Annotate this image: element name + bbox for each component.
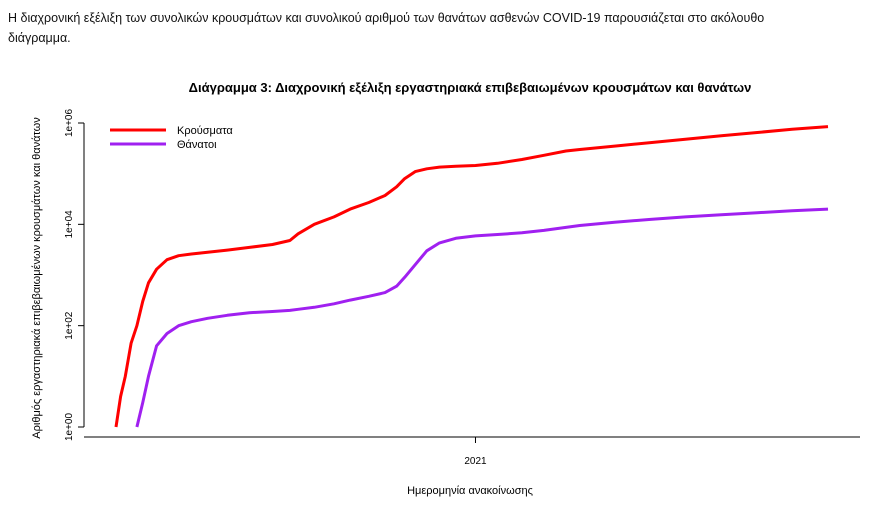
series-line-2 — [135, 207, 829, 428]
intro-line-1: Η διαχρονική εξέλιξη των συνολικών κρουσ… — [8, 11, 765, 25]
legend: Κρούσματα Θάνατοι — [110, 125, 233, 151]
intro-paragraph: Η διαχρονική εξέλιξη των συνολικών κρουσ… — [8, 8, 880, 48]
y-axis-label: Αριθμός εργαστηριακά επιβεβαιωμένων κρου… — [31, 117, 43, 439]
chart-title: Διάγραμμα 3: Διαχρονική εξέλιξη εργαστηρ… — [189, 80, 752, 95]
y-tick-label: 1e+02 — [64, 311, 75, 340]
series-line-1 — [114, 125, 829, 428]
y-tick-label: 1e+06 — [64, 109, 75, 138]
intro-line-2: διάγραμμα. — [8, 31, 71, 45]
x-tick-label: 2021 — [464, 456, 487, 467]
legend-label: Κρούσματα — [177, 125, 233, 137]
y-tick-label: 1e+04 — [64, 210, 75, 239]
y-tick-label: 1e+00 — [64, 413, 75, 442]
x-axis-label: Ημερομηνία ανακοίνωσης — [407, 485, 533, 497]
legend-label: Θάνατοι — [177, 139, 217, 151]
